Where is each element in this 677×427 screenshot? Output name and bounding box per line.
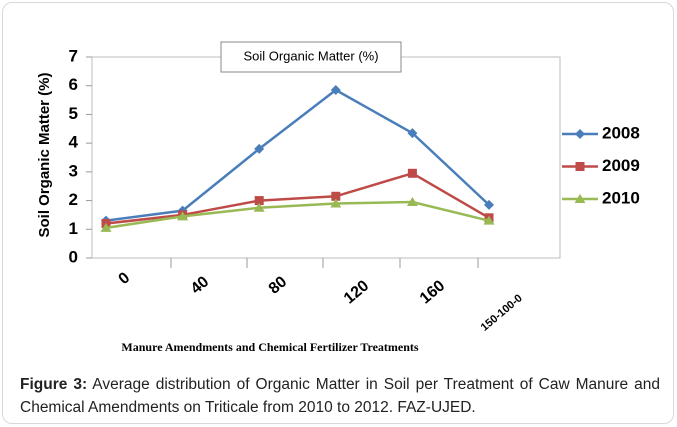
marker [254, 143, 265, 154]
legend-marker [575, 129, 585, 139]
legend-label: 2008 [602, 123, 640, 142]
marker [330, 85, 341, 96]
x-axis-label: Manure Amendments and Chemical Fertilize… [121, 340, 419, 354]
x-ticks [170, 258, 479, 268]
marker [253, 202, 265, 212]
x-tick-label: 150-100-0 [479, 292, 525, 333]
legend-marker [575, 162, 585, 171]
marker [100, 222, 112, 232]
marker [406, 197, 418, 207]
y-tick-label: 3 [69, 161, 78, 180]
x-tick-label: 160 [417, 277, 448, 307]
series-line [105, 171, 490, 225]
y-tick-label: 7 [69, 46, 78, 65]
marker [484, 199, 494, 210]
x-tick-label: 40 [188, 273, 213, 298]
marker [254, 196, 264, 206]
y-tick-label: 4 [69, 133, 79, 152]
marker [483, 215, 495, 225]
chart-title: Soil Organic Matter (%) [243, 48, 378, 63]
y-tick-label: 1 [69, 219, 78, 238]
y-tick-label: 5 [69, 104, 78, 123]
series-line [105, 200, 490, 230]
marker [407, 168, 417, 178]
x-tick-label: 80 [266, 273, 291, 298]
plot-area [91, 56, 561, 259]
legend-label: 2009 [602, 156, 640, 175]
y-tick-label: 2 [69, 190, 78, 209]
marker [407, 128, 418, 139]
marker [330, 198, 342, 208]
legend-marker [574, 194, 586, 203]
x-tick-label: 120 [341, 277, 372, 307]
caption: Figure 3: Average distribution of Organi… [20, 373, 660, 419]
y-axis-label: Soil Organic Matter (%) [36, 72, 53, 237]
x-tick-label: 0 [116, 269, 134, 288]
marker [331, 191, 341, 201]
y-tick-label: 0 [69, 247, 78, 266]
legend-label: 2010 [602, 188, 640, 207]
marker [177, 211, 189, 221]
y-tick-label: 6 [69, 75, 78, 94]
caption-label: Figure 3: [20, 376, 88, 393]
title-box [220, 41, 402, 73]
caption-text: Average distribution of Organic Matter i… [20, 376, 661, 416]
series-line [105, 88, 490, 222]
